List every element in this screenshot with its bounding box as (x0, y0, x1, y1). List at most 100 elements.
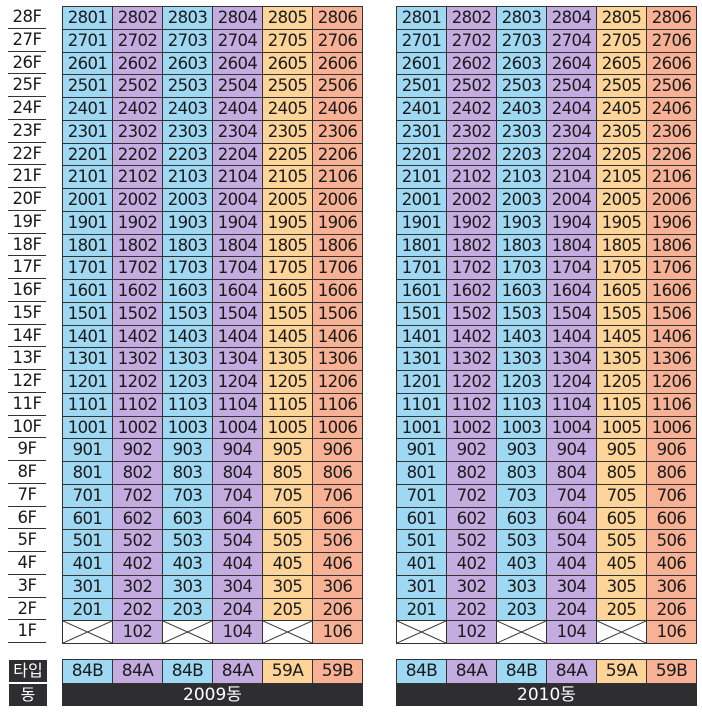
unit-cell: 2703 (497, 29, 547, 53)
floor-label: 27F (8, 29, 46, 52)
unit-cell: 304 (213, 575, 263, 599)
floor-row: 1401 1402 1403 1404 1405 1406 (63, 325, 363, 349)
unit-cell: 1805 (597, 234, 647, 258)
unit-cell: 1605 (263, 280, 313, 303)
unit-cell: 504 (213, 530, 263, 553)
unit-cell: 2401 (63, 98, 113, 121)
unit-cell: 1905 (263, 211, 313, 235)
unit-cell: 901 (397, 439, 447, 462)
unit-cell: 2804 (213, 7, 263, 30)
unit-cell: 205 (597, 598, 647, 622)
unit-cell: 2802 (113, 7, 163, 30)
unit-cell: 2401 (397, 98, 447, 121)
unit-cell: 106 (647, 621, 697, 644)
dong-row-label: 동 (9, 684, 47, 706)
floor-label: 28F (8, 6, 46, 29)
unit-cell: 902 (113, 439, 163, 462)
unit-cell: 2505 (597, 75, 647, 98)
floor-label: 11F (8, 393, 46, 416)
unit-cell: 705 (263, 484, 313, 508)
unit-cell: 1505 (263, 302, 313, 326)
unit-cell: 1806 (313, 234, 363, 258)
unit-cell: 504 (547, 530, 597, 553)
unit-cell: 502 (447, 530, 497, 553)
floor-label: 16F (8, 279, 46, 302)
unit-cell: 1802 (113, 234, 163, 258)
unit-cell: 1902 (113, 211, 163, 235)
unit-cell: 1201 (397, 371, 447, 394)
unit-cell: 1606 (313, 280, 363, 303)
unit-cell: 102 (447, 621, 497, 644)
unit-cell: 1104 (213, 393, 263, 417)
unit-cell: 501 (63, 530, 113, 553)
floor-row: 2001 2002 2003 2004 2005 2006 (397, 189, 697, 212)
floor-row: 201 202 203 204 205 206 (63, 598, 363, 622)
unit-type-cell: 59B (647, 660, 697, 684)
unit-cell: 2203 (163, 143, 213, 167)
unit-cell: 2103 (163, 166, 213, 189)
unit-cell: 606 (647, 507, 697, 531)
unit-cell: 2801 (63, 7, 113, 30)
floor-row: 1401 1402 1403 1404 1405 1406 (397, 325, 697, 349)
unit-cell: 404 (213, 553, 263, 576)
unit-cell: 804 (213, 462, 263, 485)
unit-cell: 2103 (497, 166, 547, 189)
floor-row: 701 702 703 704 705 706 (63, 484, 363, 508)
unit-cell: 2101 (63, 166, 113, 189)
unit-cell: 2406 (647, 98, 697, 121)
unit-cell: 405 (263, 553, 313, 576)
unit-cell: 1206 (313, 371, 363, 394)
unit-cell: 1405 (263, 325, 313, 349)
unit-cell: 306 (647, 575, 697, 599)
unit-cell: 605 (597, 507, 647, 531)
unit-cell: 305 (597, 575, 647, 599)
unit-cell: 1203 (497, 371, 547, 394)
unit-cell: 401 (63, 553, 113, 576)
unit-cell: 1805 (263, 234, 313, 258)
unit-cell: 2802 (447, 7, 497, 30)
unit-cell: 2402 (113, 98, 163, 121)
unit-cell: 1504 (213, 302, 263, 326)
floor-row: 1901 1902 1903 1904 1905 1906 (397, 211, 697, 235)
unit-cell: 404 (547, 553, 597, 576)
unit-cell: 1803 (497, 234, 547, 258)
unit-type-cell: 84B (163, 660, 213, 684)
unit-cell: 1905 (597, 211, 647, 235)
unit-cell: 904 (547, 439, 597, 462)
unit-cell: 205 (263, 598, 313, 622)
unit-type-cell: 59B (313, 660, 363, 684)
unit-cell: 1901 (63, 211, 113, 235)
unit-cell: 2703 (163, 29, 213, 53)
unit-cell: 2404 (213, 98, 263, 121)
unit-cell: 1603 (497, 280, 547, 303)
unit-cell: 1403 (163, 325, 213, 349)
unit-cell: 403 (497, 553, 547, 576)
unit-cell: 2104 (213, 166, 263, 189)
unit-cell: 1705 (263, 257, 313, 280)
unit-cell: 2506 (647, 75, 697, 98)
unit-cell: 803 (497, 462, 547, 485)
unit-cell: 302 (447, 575, 497, 599)
unit-cell: 2202 (113, 143, 163, 167)
unit-cell: 1706 (313, 257, 363, 280)
floor-row: 501 502 503 504 505 506 (63, 530, 363, 553)
unit-cell: 1303 (163, 348, 213, 371)
unit-cell: 2303 (497, 120, 547, 144)
unit-cell: 1904 (547, 211, 597, 235)
unit-cell: 2704 (213, 29, 263, 53)
unit-cell: 2705 (597, 29, 647, 53)
floor-row: 2701 2702 2703 2704 2705 2706 (63, 29, 363, 53)
floor-row: 2301 2302 2303 2304 2305 2306 (63, 120, 363, 144)
unit-cell: 2205 (597, 143, 647, 167)
unit-cell: 2503 (497, 75, 547, 98)
unit-cell: 2204 (213, 143, 263, 167)
unit-cell: 301 (397, 575, 447, 599)
unit-cell: 805 (263, 462, 313, 485)
floor-row: 201 202 203 204 205 206 (397, 598, 697, 622)
unit-cell: 2004 (213, 189, 263, 212)
floor-label: 4F (8, 552, 46, 575)
unit-cell: 2805 (263, 7, 313, 30)
unit-cell: 1406 (647, 325, 697, 349)
floor-row: 1001 1002 1003 1004 1005 1006 (63, 416, 363, 440)
unit-cell: 605 (263, 507, 313, 531)
